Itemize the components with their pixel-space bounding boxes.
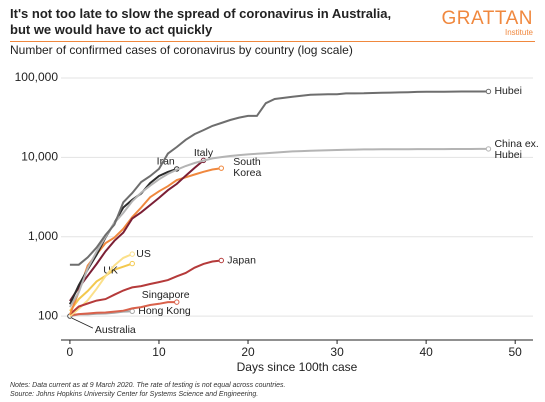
label-line: Korea	[233, 167, 261, 179]
logo-text: GRATTAN	[441, 8, 533, 29]
label-line: South	[233, 156, 261, 168]
line	[69, 253, 133, 317]
line	[69, 90, 489, 266]
note: Source: Johns Hopkins University Center …	[10, 391, 259, 398]
y-tick-label: 100,000	[15, 70, 59, 84]
label-line: Hubei	[494, 149, 521, 161]
logo-sub: Institute	[504, 28, 533, 37]
end-marker	[485, 88, 492, 95]
x-tick-label: 10	[152, 345, 166, 359]
x-tick-label: 50	[509, 345, 523, 359]
x-tick-label: 40	[419, 345, 433, 359]
line	[69, 301, 177, 317]
leader-line	[71, 317, 94, 329]
end-marker	[485, 146, 492, 152]
line	[69, 147, 489, 308]
series-label: China ex. Hubei	[494, 138, 538, 161]
end-marker	[218, 165, 225, 171]
series-label: Japan	[227, 254, 256, 266]
header-rule	[10, 41, 535, 42]
label-line: China ex.	[494, 138, 538, 150]
series-label: South Korea	[233, 156, 261, 179]
series-label: Hong Kong	[138, 305, 191, 317]
title: It's not too late to slow the spread of …	[10, 6, 392, 37]
y-tick-label: 10,000	[21, 150, 58, 164]
note: Notes: Data current as at 9 March 2020. …	[10, 382, 286, 389]
x-tick-label: 30	[330, 345, 344, 359]
end-marker	[174, 299, 180, 305]
y-tick-label: 1,000	[28, 229, 58, 243]
line	[69, 159, 205, 302]
series-label: Singapore	[142, 289, 190, 301]
logo: GRATTAN Institute	[442, 8, 533, 37]
series-label: US	[136, 248, 151, 260]
x-tick-label: 0	[67, 345, 74, 359]
line	[69, 259, 222, 316]
x-axis-title: Days since 100th case	[237, 360, 358, 374]
chart-title: Number of confirmed cases of coronavirus…	[10, 43, 353, 57]
y-tick-label: 100	[38, 308, 58, 322]
end-marker	[218, 257, 225, 264]
series-label: Italy	[194, 147, 214, 159]
end-marker	[129, 260, 135, 267]
x-tick-label: 20	[241, 345, 255, 359]
line	[69, 262, 133, 312]
series-label: Australia	[95, 324, 136, 336]
end-marker	[129, 251, 135, 257]
notes: Notes: Data current as at 9 March 2020. …	[10, 381, 285, 399]
series-label: Hubei	[494, 85, 521, 97]
